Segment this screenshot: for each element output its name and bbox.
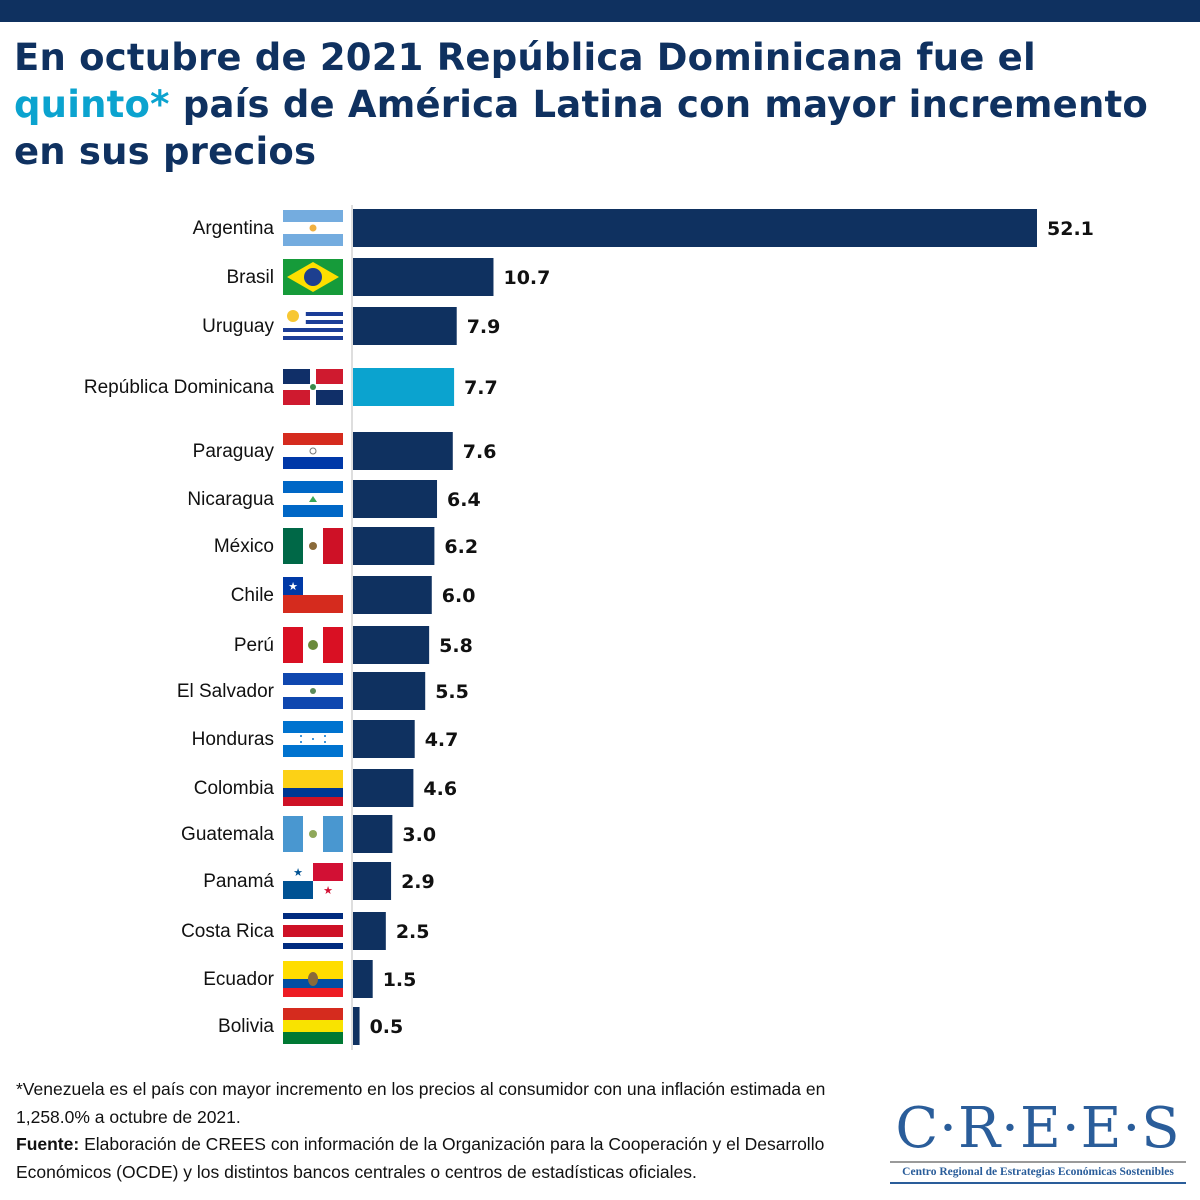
colombia-flag-icon bbox=[283, 770, 343, 806]
category-label: México bbox=[214, 536, 274, 557]
category-label: Uruguay bbox=[202, 316, 274, 337]
category-label: Argentina bbox=[193, 218, 275, 239]
category-label: Bolivia bbox=[218, 1016, 274, 1037]
value-label: 0.5 bbox=[370, 1016, 404, 1038]
chile-flag-icon: ★ bbox=[283, 577, 343, 613]
guatemala-flag-icon bbox=[283, 816, 343, 852]
value-label: 6.2 bbox=[444, 536, 478, 558]
venezuela-note: *Venezuela es el país con mayor incremen… bbox=[16, 1079, 826, 1127]
nicaragua-flag-icon bbox=[283, 481, 343, 517]
category-label: Costa Rica bbox=[181, 921, 274, 942]
brazil-flag-icon bbox=[283, 259, 343, 295]
bar bbox=[353, 368, 455, 406]
bar bbox=[353, 912, 386, 950]
bar bbox=[353, 626, 430, 664]
honduras-flag-icon bbox=[283, 721, 343, 757]
category-label: Panamá bbox=[203, 871, 274, 892]
peru-flag-icon bbox=[283, 627, 343, 663]
argentina-flag-icon bbox=[283, 210, 343, 246]
bar bbox=[353, 527, 435, 565]
bar bbox=[353, 815, 393, 853]
logo-wordmark: C·R·E·E·S bbox=[895, 1096, 1181, 1161]
title-line-2: país de América Latina con mayor increme… bbox=[169, 83, 1149, 126]
title-line-3: en sus precios bbox=[14, 130, 317, 173]
bar bbox=[353, 480, 438, 518]
value-label: 1.5 bbox=[383, 969, 417, 991]
bar bbox=[353, 720, 415, 758]
category-label: Ecuador bbox=[203, 969, 274, 990]
value-label: 4.6 bbox=[423, 778, 457, 800]
value-label: 5.5 bbox=[435, 681, 469, 703]
svg-text:★: ★ bbox=[293, 866, 303, 879]
bar bbox=[353, 209, 1037, 247]
ecuador-flag-icon bbox=[283, 961, 343, 997]
crees-logo: C·R·E·E·S Centro Regional de Estrategias… bbox=[888, 1098, 1188, 1192]
category-label: Guatemala bbox=[181, 824, 274, 845]
paraguay-flag-icon bbox=[283, 433, 343, 469]
category-label: Chile bbox=[231, 585, 274, 606]
value-label: 2.5 bbox=[396, 921, 430, 943]
bar bbox=[353, 672, 426, 710]
category-label: Honduras bbox=[192, 729, 274, 750]
value-label: 7.9 bbox=[467, 316, 501, 338]
bar-chart: Argentina 52.1 Brasil 10.7 Uruguay 7.9 Repúbli… bbox=[84, 205, 1094, 1050]
svg-text:★: ★ bbox=[323, 884, 333, 897]
value-label: 7.7 bbox=[464, 377, 498, 399]
value-label: 2.9 bbox=[401, 871, 435, 893]
bar bbox=[353, 862, 392, 900]
value-label: 10.7 bbox=[503, 267, 550, 289]
source-text: Elaboración de CREES con información de … bbox=[16, 1134, 825, 1182]
bolivia-flag-icon bbox=[283, 1008, 343, 1044]
bar bbox=[353, 307, 457, 345]
bar bbox=[353, 769, 414, 807]
bar bbox=[353, 258, 494, 296]
bar bbox=[353, 576, 432, 614]
bar bbox=[353, 1007, 360, 1045]
el-salvador-flag-icon bbox=[283, 673, 343, 709]
footnote: *Venezuela es el país con mayor incremen… bbox=[16, 1076, 876, 1186]
costa-rica-flag-icon bbox=[283, 913, 343, 949]
mexico-flag-icon bbox=[283, 528, 343, 564]
chart-title: En octubre de 2021 República Dominicana … bbox=[14, 34, 1200, 175]
value-label: 7.6 bbox=[463, 441, 497, 463]
title-line-1: En octubre de 2021 República Dominicana … bbox=[14, 36, 1036, 79]
value-label: 6.4 bbox=[447, 489, 481, 511]
panama-flag-icon: ★★ bbox=[283, 863, 343, 899]
bar bbox=[353, 432, 453, 470]
bar bbox=[353, 960, 373, 998]
category-label: República Dominicana bbox=[84, 377, 275, 398]
value-label: 6.0 bbox=[442, 585, 476, 607]
svg-text:★: ★ bbox=[288, 580, 298, 593]
logo-divider-bottom bbox=[890, 1182, 1186, 1184]
logo-subtitle: Centro Regional de Estrategias Económica… bbox=[902, 1166, 1174, 1178]
category-label: Brasil bbox=[226, 267, 274, 288]
category-label: Perú bbox=[234, 635, 274, 656]
source-label: Fuente: bbox=[16, 1134, 80, 1154]
dominican-republic-flag-icon bbox=[283, 369, 343, 405]
title-highlight: quinto* bbox=[14, 83, 170, 126]
category-label: Nicaragua bbox=[187, 489, 274, 510]
top-band bbox=[0, 0, 1200, 22]
category-label: Colombia bbox=[194, 778, 275, 799]
category-label: El Salvador bbox=[177, 681, 275, 702]
value-label: 52.1 bbox=[1047, 218, 1094, 240]
value-label: 4.7 bbox=[425, 729, 459, 751]
value-label: 3.0 bbox=[402, 824, 436, 846]
value-label: 5.8 bbox=[439, 635, 473, 657]
logo-divider-top bbox=[890, 1161, 1186, 1163]
uruguay-flag-icon bbox=[283, 308, 343, 344]
category-label: Paraguay bbox=[193, 441, 275, 462]
